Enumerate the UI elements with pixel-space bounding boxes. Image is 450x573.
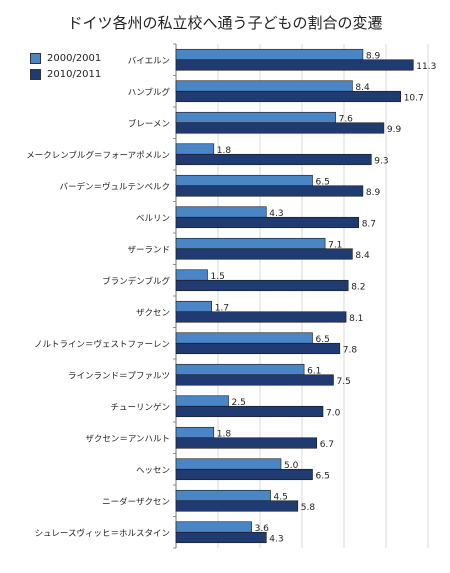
data-label: 8.9 [366, 51, 381, 61]
category-label: ザーランド [127, 245, 170, 255]
data-label: 6.7 [320, 440, 334, 450]
bar-2010-2011 [175, 279, 349, 292]
bar-2000-2001 [175, 458, 282, 470]
bar-2010-2011 [175, 437, 317, 449]
bar-2000-2001 [175, 269, 208, 281]
bar-2000-2001 [175, 332, 313, 344]
data-label: 1.5 [211, 272, 225, 282]
bar-2000-2001 [175, 237, 326, 250]
category-label: ザクセン＝アンハルト [85, 434, 170, 444]
data-label: 8.4 [355, 251, 370, 261]
data-label: 1.8 [217, 429, 232, 439]
bar-2010-2011 [175, 59, 414, 71]
bar-2010-2011 [175, 374, 334, 386]
data-label: 4.3 [269, 209, 283, 219]
bar-2000-2001 [175, 426, 215, 439]
category-label: ブレーメン [128, 118, 170, 129]
category-label: ベルリン [136, 214, 170, 224]
category-label: ラインランド＝プファルツ [68, 371, 170, 381]
bar-2010-2011 [175, 468, 313, 481]
data-label: 9.9 [387, 125, 402, 135]
category-label: バーデン＝ヴュルテンベルク [59, 181, 170, 192]
legend-swatch-2010 [30, 68, 41, 80]
category-label: チューリンゲン [110, 402, 170, 413]
category-label: バイエルン [128, 56, 170, 66]
category-label: ヘッセン [136, 466, 170, 476]
bar-2010-2011 [175, 122, 385, 134]
legend: 2000/2001 2010/2011 [30, 50, 101, 82]
legend-label-2000: 2000/2001 [47, 52, 102, 64]
bar-2000-2001 [175, 111, 336, 124]
data-label: 7.1 [328, 240, 342, 250]
bar-2000-2001 [175, 48, 364, 61]
legend-swatch-2000 [30, 52, 41, 64]
data-label: 6.5 [316, 177, 330, 187]
data-label: 7.8 [343, 345, 358, 355]
data-label: 5.8 [301, 503, 316, 513]
data-label: 4.5 [274, 492, 288, 502]
bar-2000-2001 [175, 143, 215, 155]
bar-2000-2001 [175, 300, 213, 313]
legend-label-2010: 2010/2011 [47, 68, 102, 80]
data-label: 8.1 [349, 314, 363, 324]
bar-2010-2011 [175, 311, 347, 323]
bar-2010-2011 [175, 342, 341, 355]
data-label: 10.7 [404, 93, 424, 103]
bar-2000-2001 [175, 521, 252, 533]
data-label: 9.3 [374, 156, 388, 166]
data-label: 4.3 [269, 534, 283, 544]
bar-2000-2001 [175, 206, 267, 218]
category-label: ノルトライン＝ヴェストファーレン [34, 339, 170, 350]
data-label: 7.5 [337, 377, 351, 387]
data-label: 8.4 [355, 83, 370, 93]
bar-2010-2011 [175, 531, 267, 544]
data-label: 11.3 [416, 62, 436, 72]
bar-2000-2001 [175, 489, 271, 502]
category-label: メークレンブルグ＝フォーアポメルン [26, 150, 170, 161]
data-label: 7.6 [339, 114, 354, 124]
category-label: シュレースヴィッヒ＝ホルスタイン [35, 528, 170, 539]
bar-2000-2001 [175, 174, 313, 187]
bar-2010-2011 [175, 500, 299, 512]
data-label: 6.5 [316, 335, 330, 345]
data-label: 2.5 [232, 398, 246, 408]
category-label: ハンブルグ [128, 87, 171, 98]
bar-2010-2011 [175, 405, 324, 418]
category-label: ブランデンブルグ [102, 276, 170, 287]
category-label: ニーダーザクセン [102, 496, 170, 507]
bar-2010-2011 [175, 216, 359, 229]
data-label: 1.7 [215, 303, 229, 313]
bar-2010-2011 [175, 153, 372, 166]
chart-title: ドイツ各州の私立校へ通う子どもの割合の変遷 [67, 14, 383, 32]
bar-2000-2001 [175, 395, 229, 407]
category-label: ザクセン [136, 308, 170, 318]
bar-2010-2011 [175, 90, 401, 103]
data-label: 8.9 [366, 188, 381, 198]
data-label: 3.6 [255, 524, 270, 534]
bar-2010-2011 [175, 248, 353, 260]
data-label: 7.0 [326, 408, 341, 418]
bar-2010-2011 [175, 185, 364, 197]
data-label: 8.7 [362, 219, 376, 229]
data-label: 8.2 [351, 282, 365, 292]
data-label: 6.5 [316, 471, 330, 481]
bar-2000-2001 [175, 80, 353, 92]
data-label: 1.8 [217, 146, 232, 156]
data-label: 5.0 [284, 461, 299, 471]
bar-2000-2001 [175, 363, 305, 376]
legend-item-2010: 2010/2011 [30, 66, 101, 82]
legend-item-2000: 2000/2001 [30, 50, 101, 66]
data-label: 6.1 [307, 366, 321, 376]
